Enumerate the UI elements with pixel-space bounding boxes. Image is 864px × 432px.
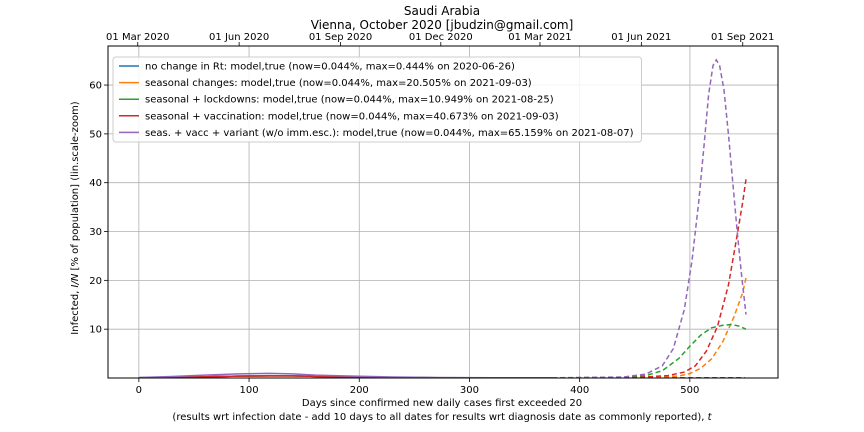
top-tick-label: 01 Jun 2021 [611,32,671,43]
x-tick-label: 200 [350,385,369,396]
y-tick-label: 30 [89,227,102,238]
series-line-2-dashed [552,277,747,379]
top-date-ticks: 01 Mar 2020 01 Jun 2020 01 Sep 2020 01 Dec … [106,32,774,46]
legend-label: seas. + vacc + variant (w/o imm.esc.): m… [145,128,634,139]
top-tick-label: 01 Sep 2021 [711,32,774,43]
y-tick-label: 20 [89,276,102,287]
y-axis-label-suffix: [% of population] (lin.scale-zoom) [70,101,81,273]
top-tick-label: 01 Sep 2020 [309,32,372,43]
series-line-3-dashed [552,323,747,379]
x-tick-label: 0 [136,385,142,396]
legend-label: seasonal changes: model,true (now=0.044%… [145,78,532,89]
y-axis-label: Infected, I/N [% of population] (lin.sca… [70,101,81,335]
legend-label: seasonal + lockdowns: model,true (now=0.… [145,95,554,106]
y-tick-label: 10 [89,325,102,336]
x-axis-label-secondary-var: t [708,412,713,423]
x-tick-label: 500 [680,385,699,396]
top-tick-label: 01 Dec 2020 [409,32,473,43]
top-tick-label: 01 Jun 2020 [209,32,269,43]
legend-label: seasonal + vaccination: model,true (now=… [145,111,559,122]
y-tick-label: 50 [89,129,102,140]
x-tick-label: 100 [240,385,259,396]
legend-label: no change in Rt: model,true (now=0.044%,… [145,62,515,73]
y-tick-label: 60 [89,81,102,92]
top-tick-label: 01 Mar 2020 [106,32,169,43]
chart-subtitle: Vienna, October 2020 [jbudzin@gmail.com] [311,18,574,32]
x-tick-label: 400 [570,385,589,396]
y-axis-label-var: I/N [70,273,81,287]
y-ticks: 10 20 30 40 50 60 [89,81,108,336]
top-tick-label: 01 Mar 2021 [508,32,571,43]
x-axis-label: Days since confirmed new daily cases fir… [302,398,582,409]
series-line-5-dashed [552,58,747,379]
legend-box [112,56,642,143]
x-axis-label-secondary-text: (results wrt infection date - add 10 day… [172,412,707,423]
x-axis-label-secondary: (results wrt infection date - add 10 day… [172,412,712,423]
plot-frame [107,45,779,379]
y-axis-label-prefix: Infected, [70,287,81,334]
x-ticks: 0 100 200 300 400 500 [136,378,699,396]
series-line-4-dashed [552,179,747,379]
y-tick-label: 40 [89,178,102,189]
x-tick-label: 300 [460,385,479,396]
legend: no change in Rt: model,true (now=0.044%,… [112,56,642,143]
chart-title: Saudi Arabia [404,4,480,18]
